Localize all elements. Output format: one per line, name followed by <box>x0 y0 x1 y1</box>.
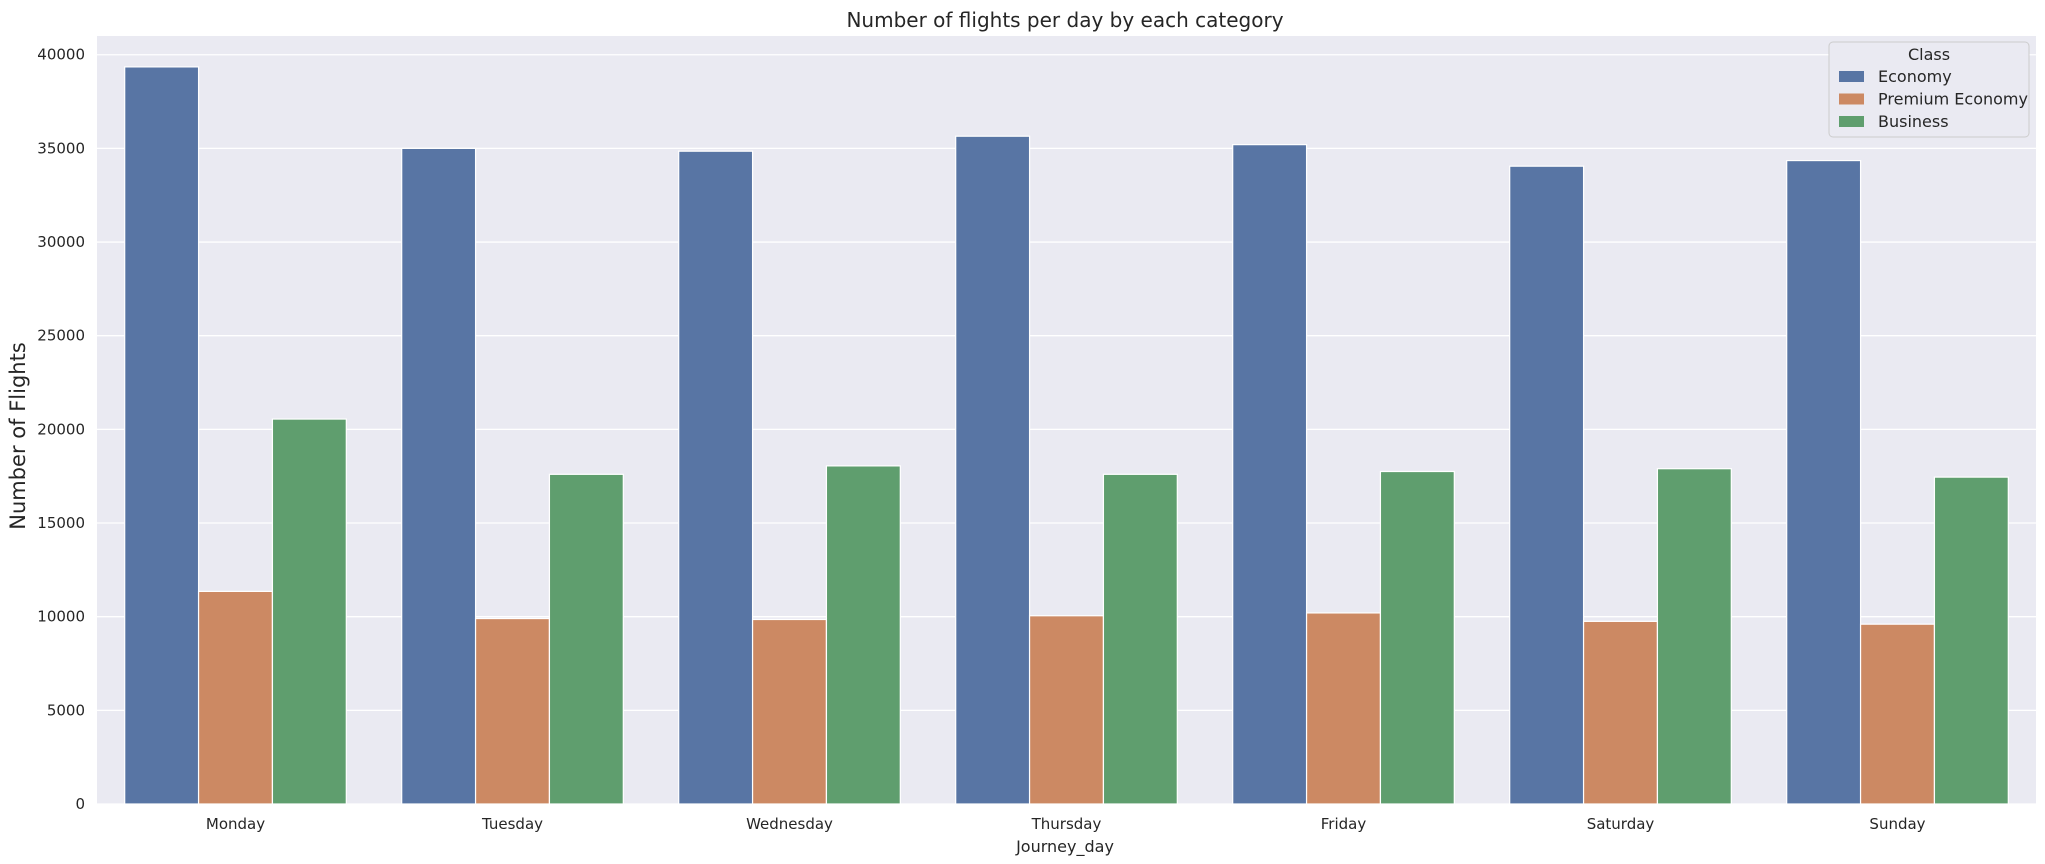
bar-business-monday <box>271 418 347 805</box>
legend-swatch <box>1839 116 1864 127</box>
x-tick-label: Wednesday <box>746 815 833 833</box>
y-tick-label: 15000 <box>37 514 85 532</box>
y-tick-label: 35000 <box>37 139 85 157</box>
legend-swatch <box>1839 93 1864 105</box>
x-tick-label: Sunday <box>1869 815 1925 833</box>
y-tick-label: 30000 <box>37 233 85 251</box>
x-axis-label: Journey_day <box>1015 837 1114 857</box>
bar-business-saturday <box>1656 468 1732 805</box>
bar-premium-economy-monday <box>197 590 274 805</box>
bar-economy-wednesday <box>678 150 754 805</box>
x-tick-label: Tuesday <box>481 815 543 833</box>
x-tick-labels: Monday Tuesday Wednesday Thursday Friday Satu… <box>206 815 1926 833</box>
bar-premium-economy-sunday <box>1859 623 1936 805</box>
bar-business-friday <box>1379 470 1455 805</box>
y-tick-labels: 0 5000 10000 15000 20000 25000 30000 35000 40000 <box>37 46 85 813</box>
bar-premium-economy-thursday <box>1028 615 1105 805</box>
legend-label: Business <box>1878 112 1949 131</box>
x-tick-label: Friday <box>1321 815 1367 833</box>
bar-business-wednesday <box>825 465 901 805</box>
bars <box>124 66 2009 805</box>
legend-title: Class <box>1908 45 1950 64</box>
chart-title: Number of flights per day by each catego… <box>846 8 1283 32</box>
bar-premium-economy-tuesday <box>474 617 551 805</box>
bar-economy-thursday <box>955 135 1031 805</box>
bar-premium-economy-saturday <box>1582 620 1659 805</box>
y-tick-label: 25000 <box>37 327 85 345</box>
bar-premium-economy-wednesday <box>751 618 828 805</box>
bar-economy-tuesday <box>401 147 477 805</box>
bar-economy-saturday <box>1509 165 1585 805</box>
bar-business-tuesday <box>548 473 624 805</box>
legend-label: Economy <box>1878 67 1952 86</box>
legend-box <box>1828 41 2030 138</box>
y-tick-label: 40000 <box>37 46 85 64</box>
x-tick-label: Thursday <box>1031 815 1102 833</box>
y-tick-label: 10000 <box>37 608 85 626</box>
x-tick-label: Saturday <box>1587 815 1655 833</box>
bar-business-sunday <box>1933 476 2009 805</box>
y-axis-label: Number of Flights <box>6 342 30 530</box>
bar-business-thursday <box>1102 473 1178 805</box>
bar-economy-friday <box>1232 144 1308 805</box>
bar-economy-monday <box>124 66 200 805</box>
y-tick-label: 20000 <box>37 420 85 438</box>
bar-premium-economy-friday <box>1305 612 1382 805</box>
legend-items: Economy Premium Economy Business <box>1839 67 2028 131</box>
y-tick-label: 5000 <box>47 701 85 719</box>
y-tick-label: 0 <box>75 795 85 813</box>
x-tick-label: Monday <box>206 815 265 833</box>
legend: Class Economy Premium Economy Business <box>1828 41 2030 138</box>
legend-swatch <box>1839 71 1864 82</box>
legend-label: Premium Economy <box>1878 90 2028 109</box>
bar-economy-sunday <box>1786 159 1862 805</box>
